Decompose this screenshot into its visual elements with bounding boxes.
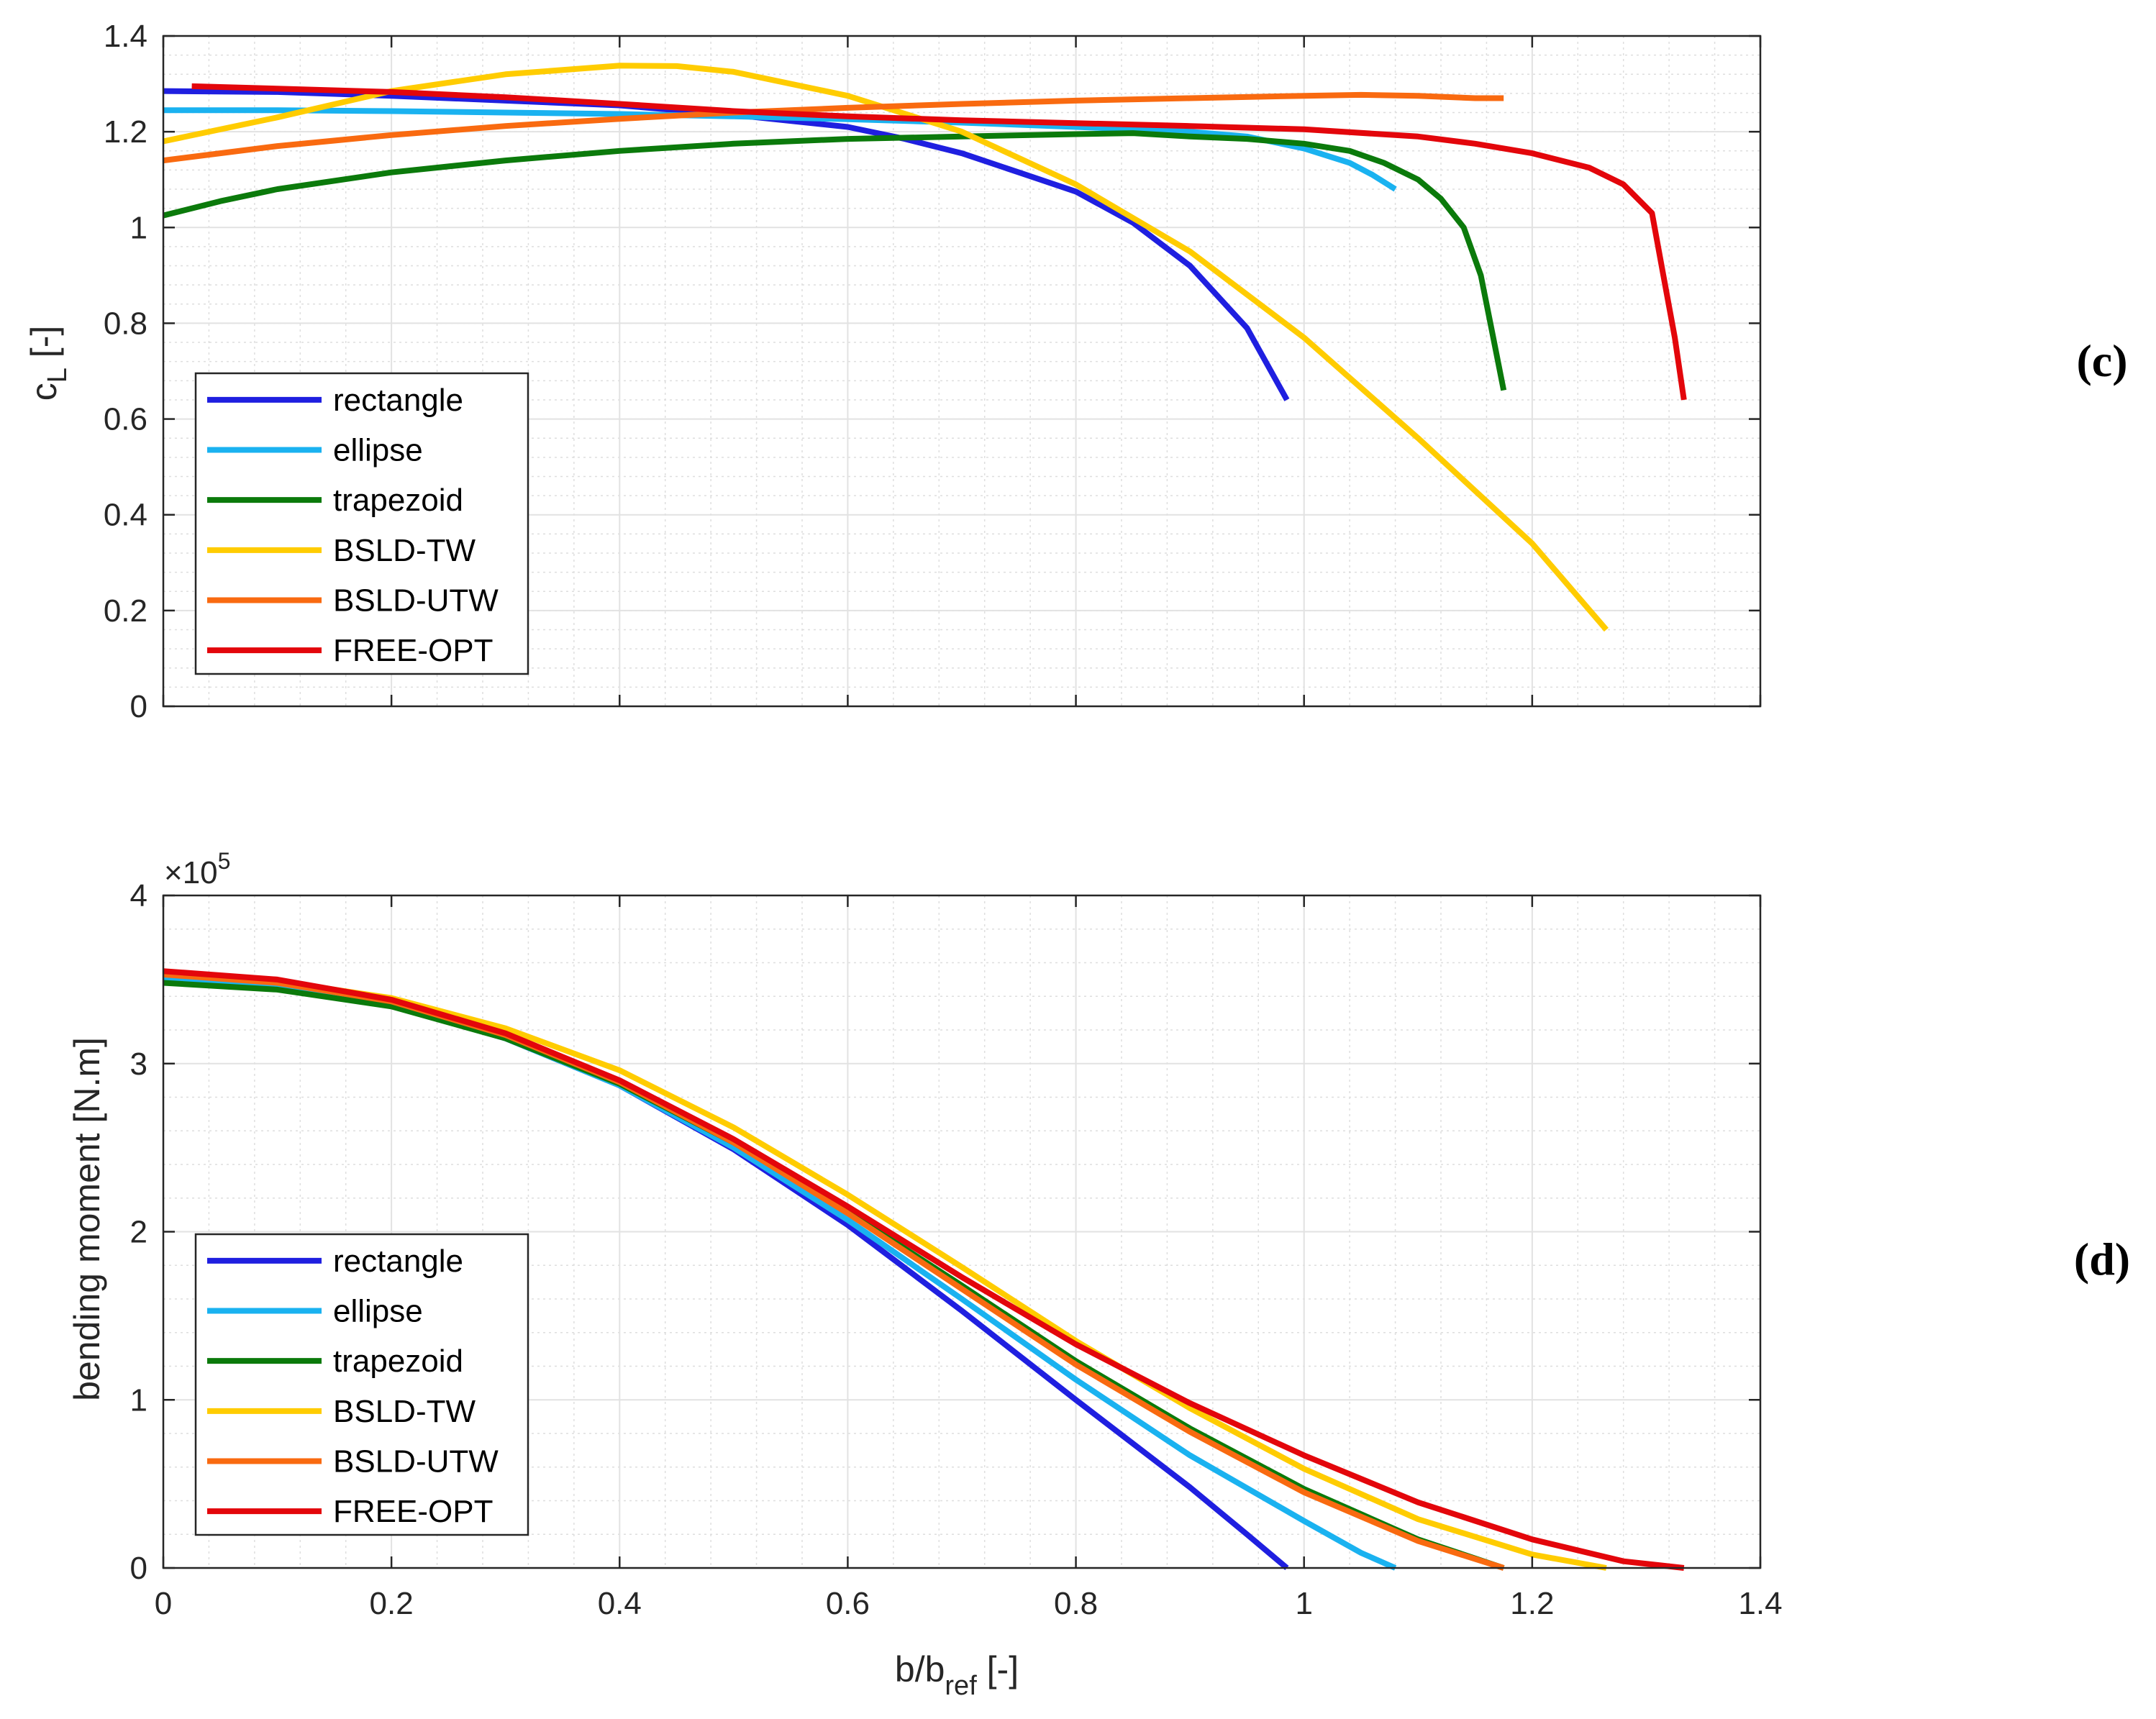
x-tick-label: 0	[155, 1586, 172, 1621]
chart-c-series	[163, 63, 1687, 632]
chart-d-exponent-power: 5	[218, 848, 231, 874]
chart-d-exponent: ×105	[164, 848, 230, 890]
y-tick-label: 2	[130, 1215, 147, 1250]
legend-label: FREE-OPT	[333, 1494, 493, 1529]
y-tick-label: 1.2	[104, 114, 147, 150]
legend-label: rectangle	[333, 383, 463, 418]
x-tick-label: 1.2	[1510, 1586, 1554, 1621]
chart-d-exponent-prefix: ×10	[164, 855, 218, 890]
x-tick-label: 0.2	[370, 1586, 414, 1621]
x-tick-label: 0.8	[1054, 1586, 1098, 1621]
chart-c-ylabel-main: c	[24, 383, 64, 401]
y-tick-label: 1	[130, 1382, 147, 1418]
y-tick-label: 1.4	[104, 19, 147, 54]
x-tick-label: 1.4	[1738, 1586, 1782, 1621]
legend-label: rectangle	[333, 1244, 463, 1279]
series-line-free-opt	[163, 968, 1685, 1571]
legend-label: BSLD-TW	[333, 533, 476, 568]
y-tick-label: 0.8	[104, 306, 147, 341]
y-tick-label: 0.2	[104, 593, 147, 629]
y-tick-label: 4	[130, 878, 147, 913]
chart-d-tick-labels: 0 1 2 3 4 0 0.2 0.4 0.6 0.8 1 1.2 1.4	[130, 878, 1783, 1621]
legend-box	[194, 1233, 529, 1536]
chart-d-xlabel: b/bref [-]	[895, 1649, 1019, 1701]
chart-c-panel-label: (c)	[2076, 335, 2127, 386]
x-tick-label: 0.6	[826, 1586, 870, 1621]
legend-box	[194, 372, 529, 675]
chart-c-axes	[162, 35, 1762, 708]
y-tick-label: 1	[130, 210, 147, 245]
chart-d-legend: rectangle ellipse trapezoid BSLD-TW BSLD-UTW…	[194, 1233, 529, 1536]
chart-c-ylabel: cL [-]	[24, 326, 73, 401]
chart-d: 0 1 2 3 4 0 0.2 0.4 0.6 0.8 1 1.2 1.4 rectangle ellip…	[67, 848, 2130, 1701]
series-line-trapezoid	[163, 130, 1507, 391]
series-line-free-opt	[191, 83, 1687, 401]
chart-d-ylabel: bending moment [N.m]	[67, 1037, 107, 1401]
legend-label: BSLD-UTW	[333, 583, 499, 619]
legend-label: trapezoid	[333, 483, 463, 518]
series-line-bsld-tw	[163, 63, 1609, 632]
chart-d-axes	[162, 894, 1762, 1569]
x-tick-label: 0.4	[598, 1586, 642, 1621]
y-tick-label: 0	[130, 1551, 147, 1586]
plot-frame	[162, 35, 1762, 708]
legend-label: FREE-OPT	[333, 633, 493, 668]
chart-c-tick-labels: 0 0.2 0.4 0.6 0.8 1 1.2 1.4	[104, 19, 147, 724]
y-tick-label: 3	[130, 1047, 147, 1082]
chart-c-ylabel-sub: L	[42, 368, 73, 383]
legend-label: BSLD-UTW	[333, 1444, 499, 1479]
chart-c-ylabel-suffix: [-]	[24, 326, 64, 368]
y-tick-label: 0.4	[104, 498, 147, 533]
legend-label: ellipse	[333, 1294, 423, 1329]
chart-d-xlabel-suffix: [-]	[977, 1649, 1019, 1690]
series-line-rectangle	[163, 88, 1290, 401]
chart-d-series	[163, 968, 1685, 1571]
chart-d-panel-label: (d)	[2074, 1234, 2130, 1285]
y-tick-label: 0	[130, 689, 147, 724]
chart-d-xlabel-main: b/b	[895, 1649, 945, 1690]
series-line-bsld-utw	[163, 91, 1504, 164]
legend-label: ellipse	[333, 433, 423, 468]
y-tick-label: 0.6	[104, 402, 147, 437]
chart-c: 0 0.2 0.4 0.6 0.8 1 1.2 1.4 rectangle ellipse tra…	[24, 19, 2128, 724]
x-tick-label: 1	[1295, 1586, 1312, 1621]
legend-label: BSLD-TW	[333, 1394, 476, 1429]
legend-label: trapezoid	[333, 1344, 463, 1379]
chart-d-xlabel-sub: ref	[945, 1671, 977, 1701]
chart-c-legend: rectangle ellipse trapezoid BSLD-TW BSLD-UTW…	[194, 372, 529, 675]
